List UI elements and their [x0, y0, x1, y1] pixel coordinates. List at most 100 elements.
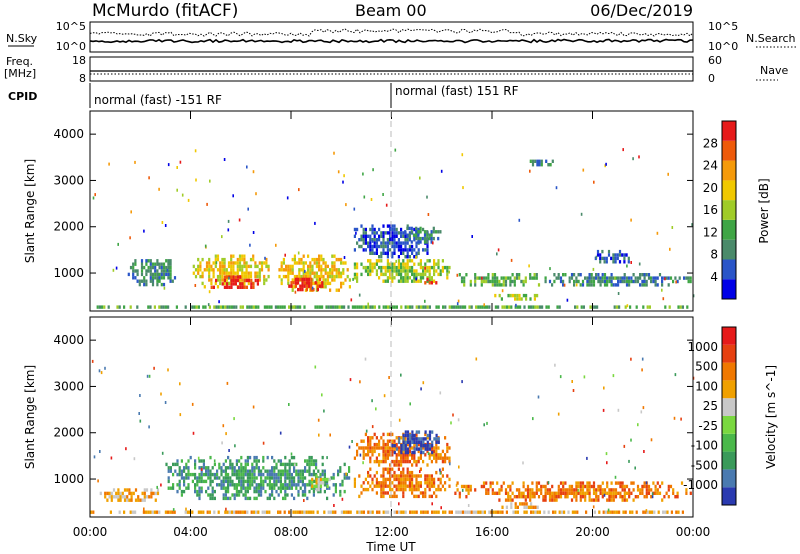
power-cell: [362, 231, 365, 235]
velocity-cell: [240, 476, 243, 480]
velocity-cell: [343, 489, 346, 494]
power-cell: [225, 278, 228, 282]
power-cell: [432, 226, 435, 231]
velocity-cell: [262, 466, 265, 470]
velocity-cell: [332, 472, 335, 477]
velocity-cell: [187, 472, 190, 477]
velocity-cell: [562, 481, 565, 485]
power-cell: [433, 259, 436, 263]
velocity-cell: [364, 446, 367, 450]
power-cell: [386, 248, 389, 252]
velocity-heatmap: [90, 357, 695, 514]
power-cell: [393, 265, 396, 270]
power-cell: [326, 274, 329, 279]
power-cell: [289, 268, 292, 272]
velocity-cell: [505, 505, 508, 509]
power-cell: [303, 277, 306, 282]
velocity-cell: [560, 510, 563, 514]
power-cell: [428, 276, 431, 280]
power-cell: [511, 273, 514, 277]
power-cell: [415, 230, 418, 234]
velocity-cell: [275, 466, 278, 470]
velocity-echo: [606, 461, 608, 465]
power-cell: [397, 259, 400, 263]
velocity-cell: [345, 510, 348, 514]
velocity-cell: [411, 437, 414, 441]
velocity-cell: [369, 439, 372, 443]
power-cell: [595, 273, 598, 277]
power-cell: [195, 305, 198, 309]
power-cell: [265, 257, 268, 262]
power-cell: [584, 276, 587, 280]
velocity-cell: [519, 502, 522, 506]
velocity-cell: [205, 466, 208, 470]
power-cell: [547, 163, 550, 167]
velocity-cell: [240, 479, 243, 484]
power-cell: [149, 276, 152, 280]
velocity-cell: [393, 459, 396, 464]
velocity-cell: [393, 450, 396, 455]
velocity-cell: [224, 469, 227, 473]
velocity-cell: [428, 433, 432, 438]
velocity-cell: [472, 510, 475, 514]
velocity-cell: [207, 476, 210, 480]
velocity-cell: [358, 446, 361, 450]
velocity-cell: [315, 488, 318, 492]
velocity-cell: [321, 462, 324, 467]
noise-left-tick-top: 10^5: [56, 20, 86, 33]
power-cell: [302, 264, 305, 269]
velocity-cell: [404, 459, 407, 464]
power-cell: [382, 272, 385, 277]
velocity-cell: [306, 469, 309, 473]
power-cell: [397, 238, 400, 242]
velocity-cell: [198, 496, 201, 501]
velocity-cell: [266, 476, 269, 480]
velocity-cell: [246, 469, 249, 473]
velocity-cell: [444, 453, 447, 457]
velocity-cell: [614, 481, 618, 485]
power-cell: [230, 254, 233, 258]
velocity-cell: [500, 488, 503, 492]
power-cell: [315, 271, 318, 275]
power-echo: [176, 188, 178, 192]
velocity-cell: [509, 498, 512, 502]
velocity-cell: [422, 440, 425, 444]
velocity-cell: [293, 479, 296, 484]
power-echo: [363, 195, 366, 199]
power-cell: [386, 259, 389, 263]
power-cell: [406, 305, 409, 309]
velocity-cell: [246, 489, 249, 494]
velocity-cell: [380, 459, 383, 464]
velocity-cell: [126, 495, 129, 499]
power-cell: [313, 274, 316, 279]
power-cell: [298, 261, 301, 265]
power-cell: [311, 268, 314, 272]
power-cell: [241, 257, 244, 262]
power-cell: [411, 244, 414, 249]
velocity-cell: [610, 491, 613, 495]
velocity-cell: [420, 437, 423, 441]
velocity-echo: [262, 441, 265, 445]
velocity-cell: [463, 484, 466, 489]
power-cell: [151, 265, 155, 270]
velocity-cell: [509, 495, 512, 499]
velocity-cell: [132, 491, 135, 496]
velocity-cell: [590, 498, 593, 502]
velocity-cell: [242, 483, 245, 487]
velocity-cell: [312, 510, 315, 514]
velocity-cell: [240, 472, 243, 477]
velocity-cell: [509, 488, 512, 492]
power-region-6: [353, 259, 451, 283]
power-cell: [516, 297, 519, 301]
power-cell: [149, 305, 152, 309]
velocity-cell: [647, 488, 651, 492]
power-cell: [360, 238, 363, 242]
power-cell: [397, 231, 400, 235]
power-cell: [601, 276, 604, 280]
velocity-cell: [255, 476, 258, 480]
velocity-cell: [231, 462, 234, 467]
power-cell: [417, 272, 420, 277]
power-cell: [208, 261, 211, 265]
velocity-cell: [540, 484, 543, 489]
velocity-cell: [564, 488, 567, 492]
